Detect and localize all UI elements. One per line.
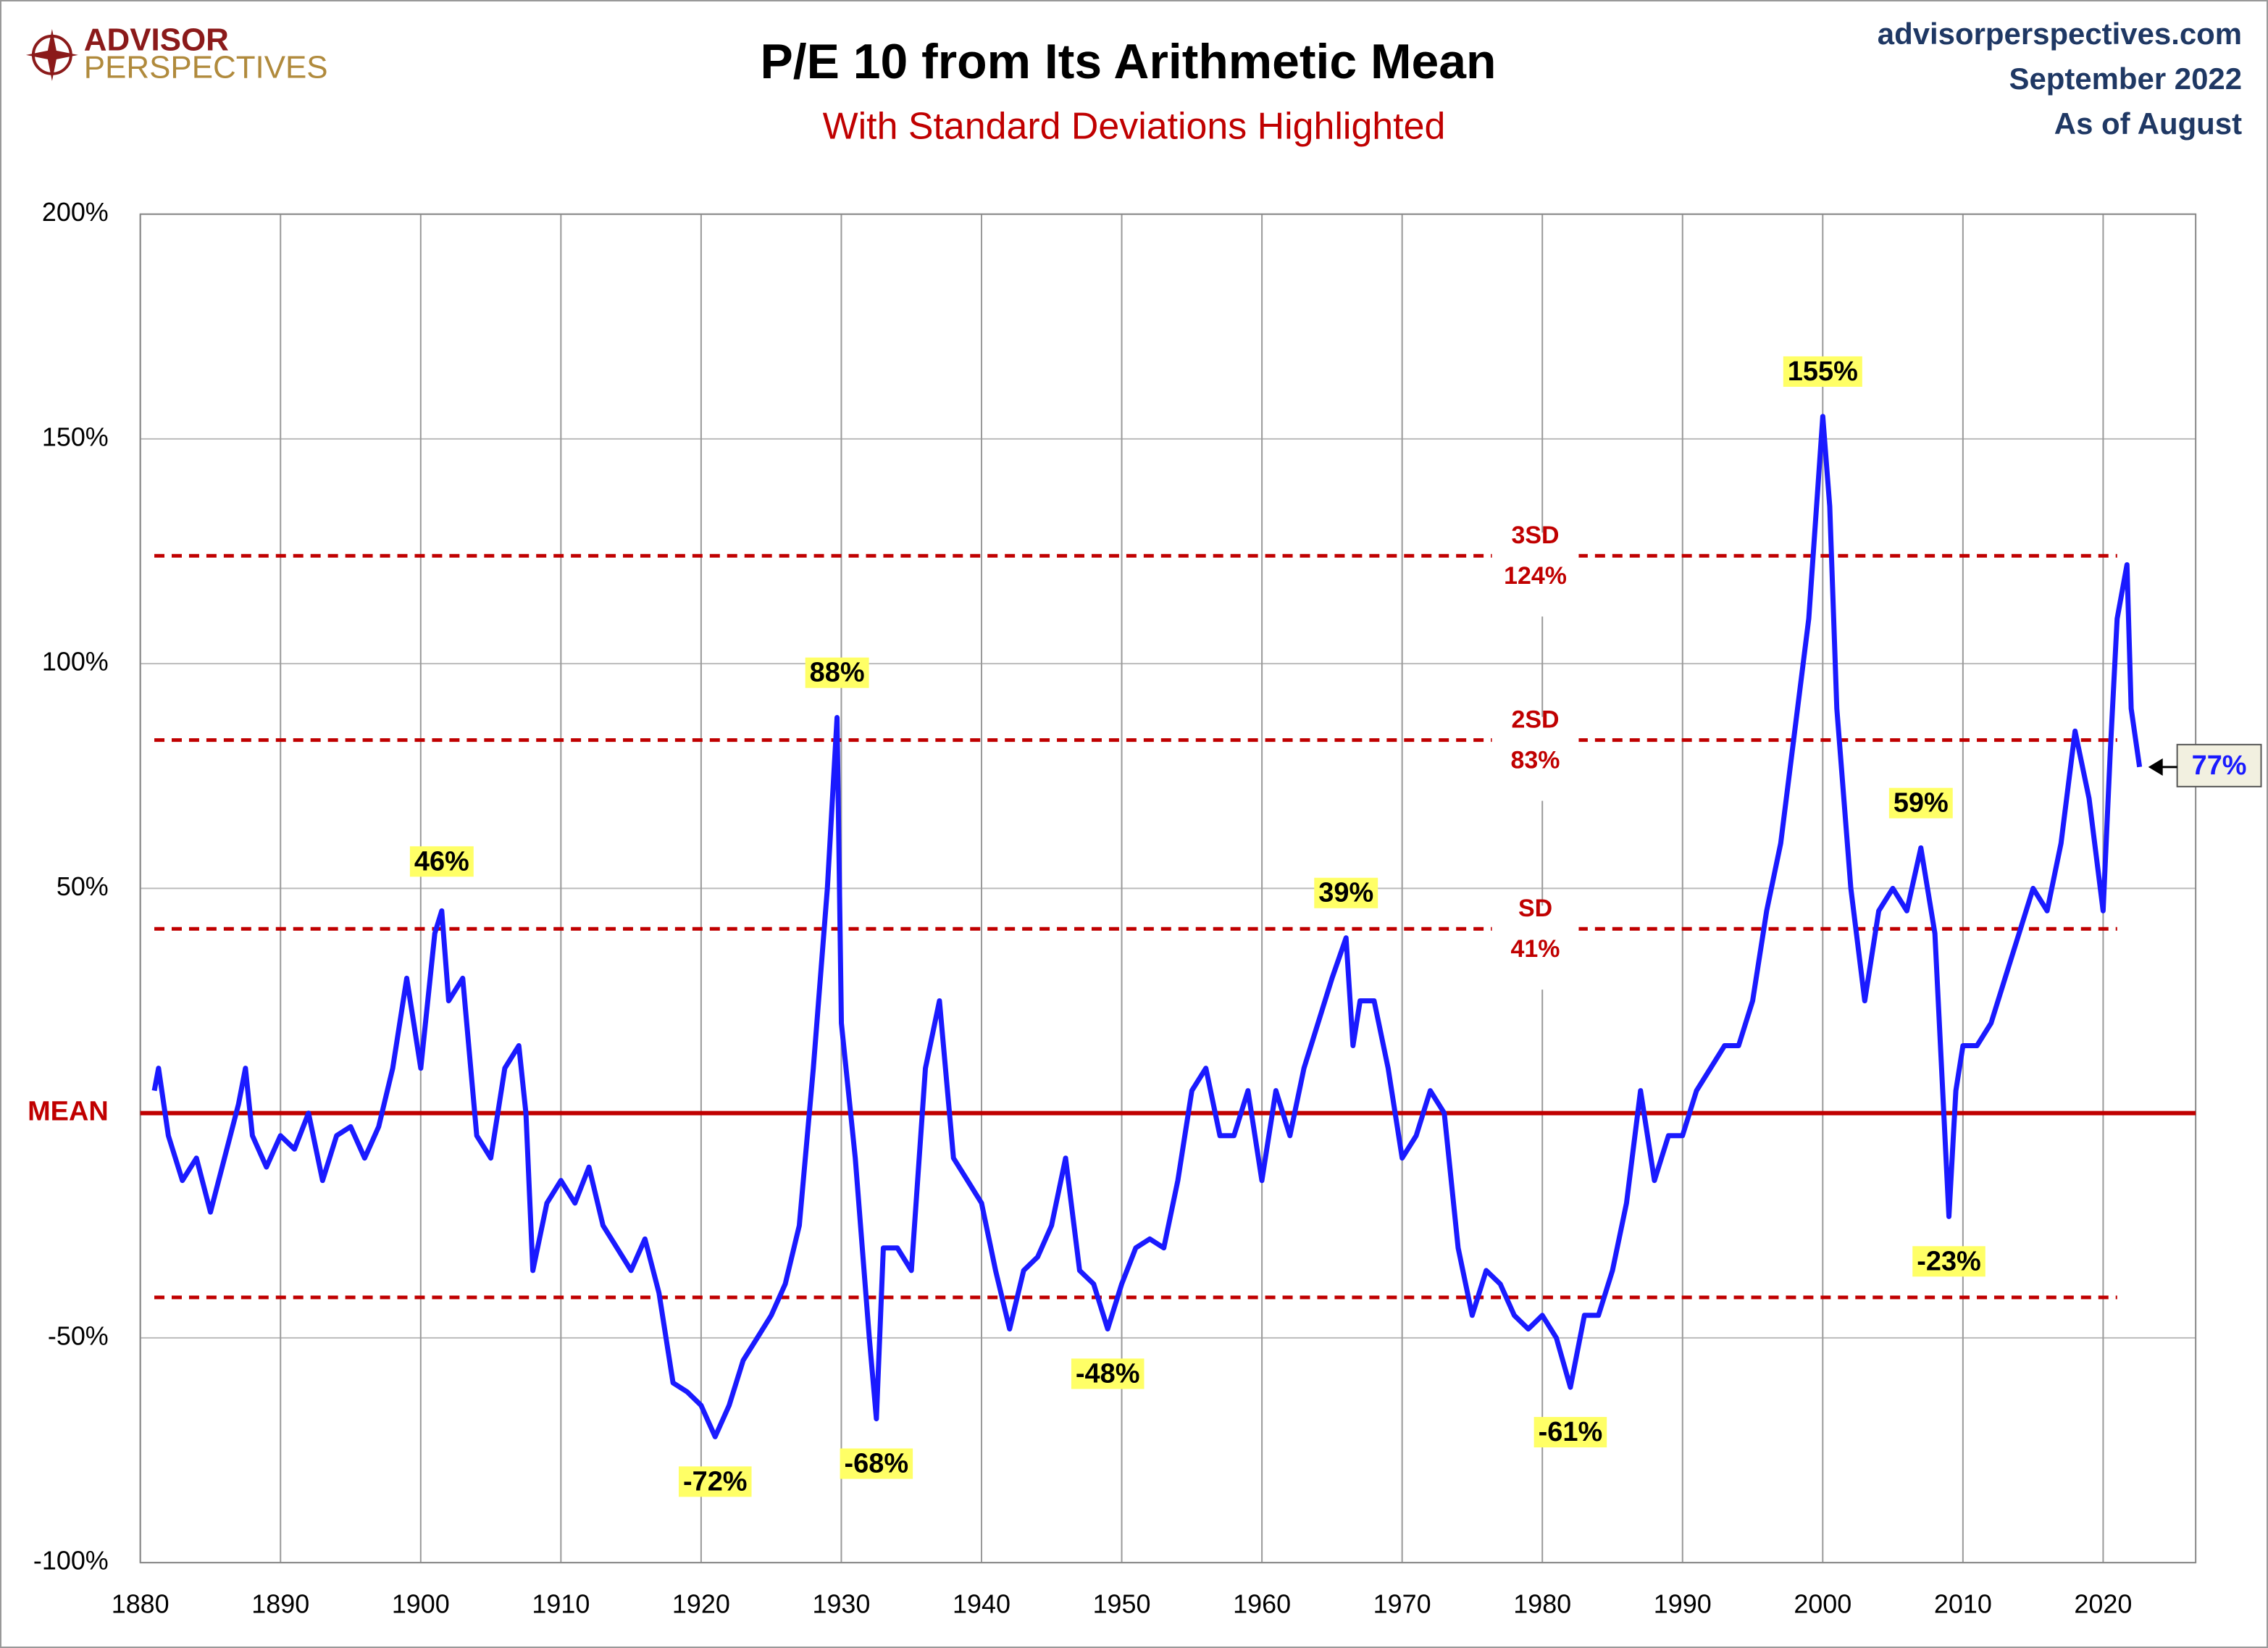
sd-name: 3SD xyxy=(1512,522,1560,549)
logo-icon xyxy=(25,28,78,81)
annotation-label: 77% xyxy=(2192,750,2247,781)
series-line xyxy=(151,414,2143,1439)
callout-arrowhead xyxy=(2148,758,2163,776)
x-tick-label: 1920 xyxy=(672,1589,730,1619)
sd-value: 41% xyxy=(1511,935,1560,963)
as-of: As of August xyxy=(2054,106,2242,141)
y-tick-label: -50% xyxy=(48,1321,109,1350)
x-tick-label: 2010 xyxy=(1934,1589,1992,1619)
annotation-bg xyxy=(1888,787,1953,819)
annotation-bg xyxy=(1533,1417,1607,1448)
annotation-label: -61% xyxy=(1539,1417,1603,1447)
x-tick-label: 2020 xyxy=(2074,1589,2132,1619)
logo-top: ADVISOR xyxy=(84,22,229,58)
annotation: 77% xyxy=(2176,743,2262,787)
annotation: -48% xyxy=(1071,1358,1145,1389)
annotation-bg xyxy=(678,1466,752,1497)
annotation-bg xyxy=(1783,356,1862,387)
annotation: 46% xyxy=(409,846,474,877)
y-tick-label: 100% xyxy=(42,647,109,677)
x-tick-label: 1970 xyxy=(1373,1589,1431,1619)
annotation-label: 88% xyxy=(810,658,865,688)
annotation-label: -48% xyxy=(1076,1358,1140,1389)
annotation-label: -23% xyxy=(1917,1246,1981,1276)
annotation: -68% xyxy=(840,1448,913,1479)
x-tick-label: 1950 xyxy=(1093,1589,1151,1619)
x-tick-label: 1910 xyxy=(532,1589,590,1619)
annotation: -72% xyxy=(678,1466,752,1497)
annotation-bg xyxy=(2176,743,2262,787)
sd-label-bg xyxy=(1491,905,1579,990)
x-tick-label: 1940 xyxy=(953,1589,1010,1619)
logo-bottom: PERSPECTIVES xyxy=(84,49,328,85)
x-tick-label: 2000 xyxy=(1794,1589,1851,1619)
annotation-label: -68% xyxy=(845,1449,909,1479)
annotation-bg xyxy=(1314,877,1378,908)
y-tick-label: 50% xyxy=(57,871,109,901)
x-tick-label: 1960 xyxy=(1233,1589,1291,1619)
annotation-label: 46% xyxy=(414,846,469,877)
chart-subtitle: With Standard Deviations Highlighted xyxy=(823,105,1446,147)
y-tick-label: 200% xyxy=(42,197,109,227)
x-tick-label: 1900 xyxy=(392,1589,450,1619)
y-tick-label: 150% xyxy=(42,422,109,451)
sd-value: 124% xyxy=(1504,562,1567,590)
sd-name: SD xyxy=(1518,895,1552,922)
sd-name: 2SD xyxy=(1512,706,1560,734)
annotation-label: 155% xyxy=(1788,356,1858,387)
x-tick-label: 1990 xyxy=(1654,1589,1712,1619)
annotation-bg xyxy=(1071,1358,1145,1389)
annotation: 155% xyxy=(1783,356,1862,387)
x-tick-label: 1890 xyxy=(251,1589,309,1619)
sd-label-bg xyxy=(1491,716,1579,801)
annotation-bg xyxy=(840,1448,913,1479)
x-tick-label: 1880 xyxy=(112,1589,170,1619)
x-tick-label: 1980 xyxy=(1513,1589,1571,1619)
y-tick-label: -100% xyxy=(33,1546,109,1576)
annotation-bg xyxy=(1912,1246,1985,1277)
annotation: -61% xyxy=(1533,1417,1607,1448)
source: advisorperspectives.com xyxy=(1878,17,2242,51)
chart-title: P/E 10 from Its Arithmetic Mean xyxy=(761,35,1497,89)
sd-value: 83% xyxy=(1511,747,1560,774)
annotation-bg xyxy=(409,846,474,877)
x-tick-label: 1930 xyxy=(812,1589,870,1619)
annotation-label: 39% xyxy=(1318,878,1373,908)
annotation: -23% xyxy=(1912,1246,1985,1277)
annotation-label: -72% xyxy=(683,1466,748,1497)
annotation-bg xyxy=(805,657,869,688)
plot-area xyxy=(139,213,2197,1564)
sd-label-bg xyxy=(1491,532,1579,617)
y-tick-label: MEAN xyxy=(28,1097,109,1127)
annotation: 39% xyxy=(1314,877,1378,908)
annotation: 88% xyxy=(805,657,869,688)
annotation-label: 59% xyxy=(1894,788,1949,819)
annotation: 59% xyxy=(1888,787,1953,819)
date: September 2022 xyxy=(2009,62,2243,96)
